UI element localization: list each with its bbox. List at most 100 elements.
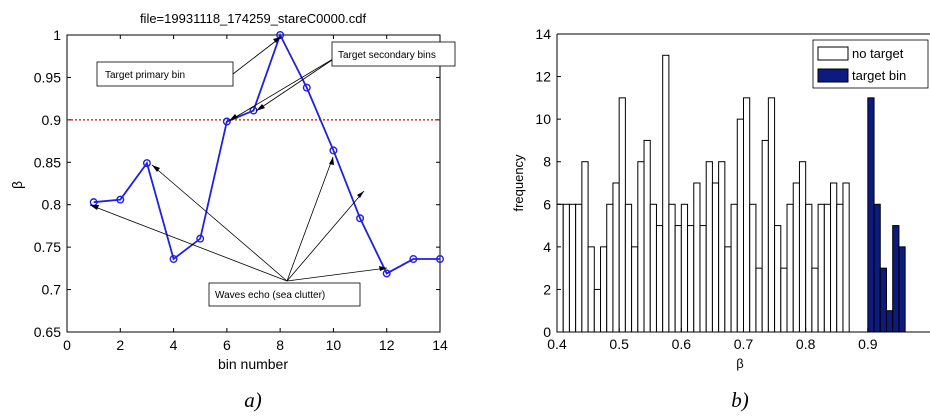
- y-tick-label: 1: [53, 27, 61, 43]
- x-tick-label: 0.9: [858, 336, 878, 352]
- x-tick-label: 8: [276, 337, 284, 353]
- bar-no-target: [587, 246, 595, 333]
- bar-no-target: [798, 161, 807, 333]
- beta-series-points: [89, 31, 445, 278]
- x-tick-label: 0.4: [547, 336, 567, 352]
- legend-label-target-bin: target bin: [852, 68, 906, 83]
- bar-no-target: [699, 225, 707, 333]
- y-tick-label: 10: [535, 111, 551, 127]
- bar-no-target: [593, 288, 602, 333]
- y-tick-label: 0: [543, 324, 551, 340]
- data-point: [409, 255, 418, 264]
- bar-no-target: [606, 203, 614, 333]
- data-point: [116, 195, 125, 204]
- bar-target-bin: [873, 203, 881, 333]
- data-point: [169, 255, 178, 264]
- data-point: [302, 83, 311, 92]
- bar-no-target: [643, 139, 651, 333]
- data-point: [142, 159, 151, 168]
- bar-no-target: [830, 182, 838, 333]
- legend-swatch-no-target: [817, 46, 849, 61]
- bar-no-target: [562, 203, 570, 333]
- x-tick-label: 0.7: [734, 336, 754, 352]
- bar-no-target: [767, 97, 776, 333]
- bar-no-target: [631, 246, 639, 333]
- bar-no-target: [568, 203, 577, 333]
- bar-target-bin: [867, 97, 875, 333]
- x-tick-label: 14: [432, 337, 448, 353]
- bar-no-target: [674, 225, 682, 333]
- legend: no target target bin: [812, 39, 929, 89]
- x-tick-label: 0.5: [609, 336, 629, 352]
- bar-no-target: [780, 267, 788, 333]
- annotation-sea-clutter: Waves echo (sea clutter): [208, 282, 361, 307]
- annotation-secondary-label: Target secondary bins: [338, 50, 436, 61]
- bar-no-target: [624, 203, 633, 333]
- panel-b-ylabel: frequency: [511, 154, 526, 212]
- bar-no-target: [637, 161, 645, 333]
- bar-no-target: [743, 97, 751, 333]
- x-tick-label: 12: [379, 337, 395, 353]
- x-tick-label: 6: [223, 337, 231, 353]
- bar-no-target: [736, 118, 744, 333]
- bar-target-bin: [892, 225, 900, 333]
- bar-no-target: [730, 203, 738, 333]
- annotation-clutter-label: Waves echo (sea clutter): [215, 290, 325, 301]
- panel-a-line-chart: file=19931118_174259_stareC0000.cdf 0 2 4 6…: [9, 11, 456, 412]
- bar-no-target: [649, 203, 657, 333]
- x-tick-label: 0.8: [796, 336, 816, 352]
- data-point: [382, 269, 391, 278]
- bar-no-target: [817, 203, 825, 333]
- y-tick-label: 4: [543, 239, 551, 255]
- bar-target-bin: [879, 267, 887, 333]
- y-tick-label: 6: [543, 196, 551, 212]
- bar-no-target: [811, 267, 819, 333]
- y-tick-label: 8: [543, 154, 551, 170]
- data-point: [436, 255, 445, 264]
- bar-target-bin: [885, 310, 894, 333]
- annotation-secondary-bins: Target secondary bins: [331, 41, 456, 67]
- panel-b-ticks: 0.4 0.5 0.6 0.7 0.8 0.9 0 2 4 6 8 10 12 14: [535, 26, 877, 352]
- bar-no-target: [600, 246, 608, 333]
- panel-b-histogram: 0.4 0.5 0.6 0.7 0.8 0.9 0 2 4 6 8 10 12 14 no target …: [511, 26, 930, 412]
- bar-no-target: [705, 161, 713, 333]
- panel-a-caption: a): [244, 388, 262, 412]
- annotation-primary-label: Target primary bin: [105, 70, 185, 81]
- x-tick-label: 0: [63, 337, 71, 353]
- panel-b-xlabel: β: [736, 356, 743, 371]
- bar-no-target: [662, 54, 670, 333]
- legend-swatch-target-bin: [817, 68, 849, 83]
- annotation-primary-bin: Target primary bin: [96, 61, 234, 87]
- bar-no-target: [724, 246, 732, 333]
- bar-no-target: [655, 225, 664, 333]
- data-point: [196, 234, 205, 243]
- panel-a-xlabel: bin number: [218, 356, 288, 372]
- data-point: [356, 214, 365, 223]
- x-tick-label: 2: [116, 337, 124, 353]
- panel-a-ticks: 0 2 4 6 8 10 12 14 0.65 0.7 0.75 0.8 0.85 0.9 0.95 1: [34, 27, 448, 353]
- y-tick-label: 0.75: [34, 239, 61, 255]
- y-tick-label: 0.95: [34, 69, 61, 85]
- bar-no-target: [823, 203, 832, 333]
- y-tick-label: 0.65: [34, 324, 61, 340]
- y-tick-label: 0.8: [42, 197, 62, 213]
- bar-no-target: [575, 203, 583, 333]
- bar-no-target: [774, 225, 782, 333]
- bar-no-target: [612, 182, 620, 333]
- bar-no-target: [556, 203, 564, 333]
- panel-a-ylabel: β: [9, 181, 25, 189]
- beta-series-line: [93, 32, 440, 275]
- annotation-arrows: [89, 36, 388, 282]
- bar-target-bin: [898, 246, 906, 333]
- bar-no-target: [786, 203, 794, 333]
- bar-no-target: [693, 182, 701, 333]
- y-tick-label: 0.85: [34, 154, 61, 170]
- y-tick-label: 0.7: [42, 282, 62, 298]
- bar-no-target: [618, 97, 626, 333]
- bar-no-target: [792, 182, 800, 333]
- bar-no-target: [749, 203, 757, 333]
- arrow-heads: [90, 37, 387, 271]
- bar-no-target: [581, 161, 589, 333]
- data-point: [276, 31, 285, 40]
